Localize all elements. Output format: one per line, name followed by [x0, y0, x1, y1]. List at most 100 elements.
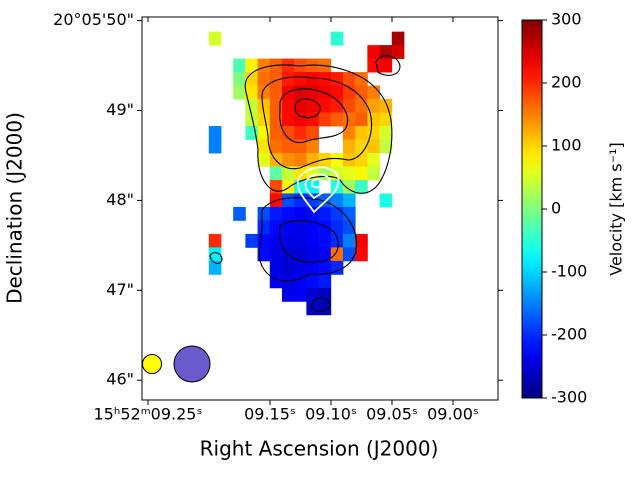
- map-cell: [355, 99, 368, 113]
- map-cell: [269, 206, 283, 221]
- map-cell: [281, 153, 295, 167]
- map-cell: [257, 99, 271, 113]
- map-cell: [330, 193, 344, 208]
- map-cell: [330, 247, 344, 262]
- map-cell: [379, 112, 393, 127]
- map-cell: [330, 220, 344, 235]
- y-tick-label: 49": [106, 100, 134, 119]
- x-tick-label: 15ʰ52ᵐ09.25ˢ: [94, 405, 203, 424]
- map-cell: [294, 260, 307, 275]
- colorbar-tick-label: -100: [551, 262, 587, 281]
- plot-frame: [141, 16, 499, 401]
- map-cell: [342, 166, 356, 181]
- map-cell: [294, 112, 307, 127]
- x-axis-title: Right Ascension (J2000): [200, 437, 439, 461]
- map-cell: [355, 166, 368, 181]
- map-cell: [269, 72, 283, 86]
- map-cell: [245, 99, 258, 113]
- map-cell: [294, 153, 307, 167]
- map-cell: [355, 233, 368, 248]
- map-cell: [379, 99, 393, 113]
- map-cell: [318, 220, 332, 235]
- map-cell: [257, 139, 271, 154]
- map-cell: [330, 112, 344, 127]
- map-cell: [367, 85, 380, 100]
- map-cell: [330, 31, 344, 46]
- map-cell: [294, 206, 307, 221]
- map-cell: [281, 287, 295, 302]
- map-cell: [355, 85, 368, 100]
- map-cell: [281, 220, 295, 235]
- map-cell: [342, 247, 356, 262]
- colorbar-tick-label: -200: [551, 325, 587, 344]
- map-cell: [306, 72, 319, 86]
- colorbar-tick-label: 100: [551, 136, 582, 155]
- map-cell: [269, 126, 283, 140]
- map-cell: [306, 287, 319, 302]
- map-cell: [281, 126, 295, 140]
- map-cell: [318, 206, 332, 221]
- map-cell: [294, 166, 307, 181]
- map-cell: [269, 99, 283, 113]
- map-cell: [269, 247, 283, 262]
- map-cell: [306, 85, 319, 100]
- x-tick-label: 09.00ˢ: [427, 405, 479, 424]
- map-cell: [208, 233, 222, 248]
- y-tick-label: 20°05'50": [53, 10, 134, 29]
- map-cell: [355, 72, 368, 86]
- map-cell: [233, 206, 246, 221]
- map-cell: [257, 247, 271, 262]
- map-cell: [269, 85, 283, 100]
- map-cell: [330, 206, 344, 221]
- map-cell: [355, 153, 368, 167]
- map-cell: [342, 72, 356, 86]
- map-cell: [318, 99, 332, 113]
- map-cell: [294, 233, 307, 248]
- map-cell: [379, 193, 393, 208]
- map-cell: [367, 112, 380, 127]
- map-cell: [318, 233, 332, 248]
- map-cell: [306, 274, 319, 289]
- map-cell: [330, 260, 344, 275]
- map-cell: [294, 287, 307, 302]
- map-cell: [342, 233, 356, 248]
- map-cell: [269, 166, 283, 181]
- map-cell: [367, 139, 380, 154]
- map-cell: [245, 112, 258, 127]
- map-cell: [257, 220, 271, 235]
- x-tick-label: 09.15ˢ: [244, 405, 296, 424]
- map-cell: [257, 85, 271, 100]
- map-cell: [342, 179, 356, 194]
- map-cell: [257, 206, 271, 221]
- map-cell: [208, 31, 222, 46]
- map-cell: [245, 85, 258, 100]
- map-cell: [269, 139, 283, 154]
- map-cell: [330, 72, 344, 86]
- map-cell: [330, 85, 344, 100]
- map-cell: [391, 45, 405, 60]
- map-cell: [281, 260, 295, 275]
- map-cell: [342, 139, 356, 154]
- map-cell: [269, 260, 283, 275]
- map-cell: [379, 139, 393, 154]
- map-cell: [294, 99, 307, 113]
- map-cell: [257, 72, 271, 86]
- y-axis-title: Declination (J2000): [3, 112, 27, 304]
- map-cell: [367, 45, 380, 60]
- map-cell: [257, 58, 271, 73]
- map-cell: [342, 220, 356, 235]
- colorbar-tick-label: -300: [551, 388, 587, 407]
- map-cell: [318, 247, 332, 262]
- map-cell: [355, 247, 368, 262]
- map-cell: [379, 126, 393, 140]
- map-cell: [281, 193, 295, 208]
- map-cell: [306, 99, 319, 113]
- colorbar-tick-label: 200: [551, 73, 582, 92]
- map-cell: [281, 233, 295, 248]
- map-cell: [318, 153, 332, 167]
- colorbar-tick-label: 300: [551, 10, 582, 29]
- map-cell: [257, 153, 271, 167]
- map-cell: [367, 99, 380, 113]
- map-cell: [355, 179, 368, 194]
